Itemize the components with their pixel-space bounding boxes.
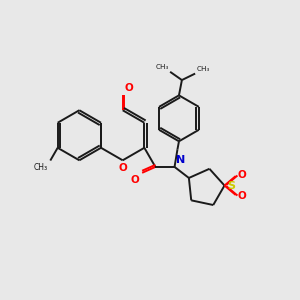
- Text: CH₃: CH₃: [196, 66, 210, 72]
- Text: S: S: [227, 181, 235, 190]
- Text: O: O: [238, 169, 247, 180]
- Text: O: O: [238, 191, 247, 201]
- Text: CH₃: CH₃: [34, 163, 48, 172]
- Text: CH₃: CH₃: [155, 64, 169, 70]
- Text: N: N: [176, 155, 185, 165]
- Text: O: O: [124, 82, 133, 93]
- Text: O: O: [130, 175, 139, 185]
- Text: O: O: [118, 163, 127, 173]
